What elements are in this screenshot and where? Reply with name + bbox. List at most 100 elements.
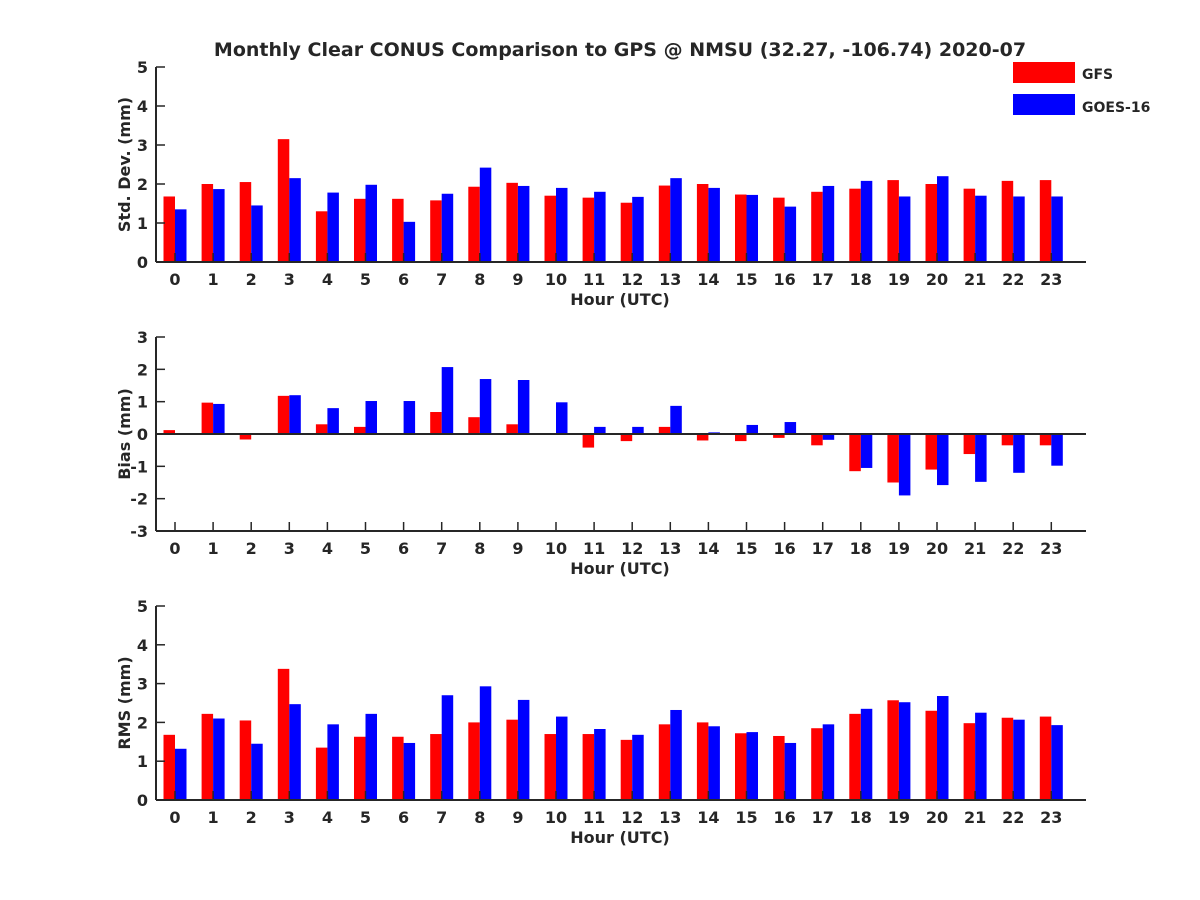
y-tick-label: 1 [137, 752, 148, 771]
bar-goes16-hour-4 [327, 408, 339, 434]
y-tick-label: 0 [137, 425, 148, 444]
bar-goes16-hour-12 [632, 196, 644, 262]
bar-goes16-hour-20 [937, 176, 949, 262]
bar-gfs-hour-18 [849, 188, 861, 262]
bar-gfs-hour-6 [392, 736, 404, 800]
y-axis-label-bias-mm: Bias (mm) [115, 388, 134, 480]
bar-gfs-hour-3 [277, 395, 290, 434]
bar-goes16-hour-3 [289, 395, 301, 434]
x-tick-label: 18 [850, 808, 872, 827]
bar-goes16-hour-19 [898, 434, 911, 496]
bar-goes16-hour-10 [556, 402, 568, 434]
bar-gfs-hour-8 [468, 722, 480, 800]
bar-gfs-hour-0 [163, 734, 175, 800]
x-tick-label: 3 [284, 270, 295, 289]
bar-goes16-hour-23 [1051, 434, 1063, 466]
bar-goes16-hour-8 [479, 167, 492, 262]
x-tick-label: 7 [436, 808, 447, 827]
legend-swatch-goes16 [1013, 94, 1075, 115]
y-axis-label-std-dev-mm: Std. Dev. (mm) [115, 97, 134, 232]
x-tick-label: 1 [208, 808, 219, 827]
bar-gfs-hour-22 [1001, 434, 1014, 446]
bar-gfs-hour-23 [1039, 434, 1052, 446]
legend: GFS GOES-16 [1013, 62, 1150, 116]
bar-goes16-hour-8 [479, 379, 492, 434]
bar-goes16-hour-14 [708, 726, 720, 800]
bar-goes16-hour-7 [441, 695, 454, 800]
x-tick-label: 18 [850, 270, 872, 289]
bar-gfs-hour-11 [582, 734, 595, 800]
x-tick-label: 8 [474, 270, 485, 289]
bar-gfs-hour-22 [1001, 717, 1014, 800]
bar-gfs-hour-0 [163, 196, 175, 262]
bar-gfs-hour-3 [277, 668, 290, 800]
bar-gfs-hour-4 [315, 424, 328, 434]
x-tick-label: 0 [169, 270, 180, 289]
x-axis-label: Hour (UTC) [570, 559, 670, 578]
bar-gfs-hour-21 [963, 723, 976, 800]
bar-gfs-hour-19 [887, 700, 899, 800]
bar-goes16-hour-9 [517, 380, 530, 434]
bar-goes16-hour-14 [708, 187, 720, 262]
x-tick-label: 3 [284, 539, 295, 558]
x-tick-label: 14 [697, 539, 719, 558]
bar-goes16-hour-4 [327, 192, 339, 262]
x-tick-label: 18 [850, 539, 872, 558]
bar-gfs-hour-5 [354, 736, 366, 800]
bar-goes16-hour-22 [1013, 719, 1025, 800]
x-tick-label: 23 [1040, 808, 1062, 827]
bar-gfs-hour-3 [277, 139, 290, 262]
x-tick-label: 22 [1002, 808, 1024, 827]
x-tick-label: 4 [322, 808, 333, 827]
bar-goes16-hour-2 [251, 743, 263, 800]
bar-goes16-hour-17 [822, 185, 835, 262]
bar-gfs-hour-9 [506, 424, 518, 434]
bar-goes16-hour-11 [594, 426, 606, 434]
bar-goes16-hour-18 [860, 708, 873, 800]
bar-goes16-hour-18 [860, 180, 873, 262]
bar-gfs-hour-11 [582, 197, 595, 262]
bar-gfs-hour-20 [925, 434, 937, 470]
bar-gfs-hour-19 [887, 434, 899, 483]
x-tick-label: 19 [888, 539, 910, 558]
x-tick-label: 21 [964, 808, 986, 827]
y-tick-label: 5 [137, 597, 148, 616]
x-tick-label: 6 [398, 270, 409, 289]
x-tick-label: 23 [1040, 539, 1062, 558]
bar-goes16-hour-0 [175, 748, 187, 800]
x-tick-label: 13 [659, 270, 681, 289]
bar-gfs-hour-12 [620, 434, 633, 442]
x-tick-label: 11 [583, 539, 605, 558]
x-tick-label: 4 [322, 539, 333, 558]
bar-goes16-hour-4 [327, 724, 339, 800]
x-tick-label: 9 [512, 539, 523, 558]
bar-goes16-hour-13 [670, 709, 682, 800]
x-tick-label: 5 [360, 808, 371, 827]
bar-gfs-hour-17 [811, 728, 823, 800]
x-tick-label: 2 [246, 270, 257, 289]
x-tick-label: 20 [926, 270, 948, 289]
bar-gfs-hour-4 [315, 747, 328, 800]
bar-goes16-hour-23 [1051, 196, 1063, 262]
x-tick-label: 19 [888, 270, 910, 289]
bar-gfs-hour-14 [696, 434, 709, 441]
y-tick-label: -2 [130, 490, 148, 509]
bar-gfs-hour-7 [430, 412, 442, 434]
bar-gfs-hour-20 [925, 184, 937, 262]
bar-goes16-hour-15 [746, 732, 758, 800]
bar-gfs-hour-7 [430, 200, 442, 262]
bar-gfs-hour-15 [735, 434, 747, 442]
x-tick-label: 21 [964, 270, 986, 289]
x-tick-label: 11 [583, 808, 605, 827]
x-tick-label: 9 [512, 808, 523, 827]
bar-gfs-hour-2 [239, 182, 252, 262]
x-tick-label: 16 [773, 808, 795, 827]
x-tick-label: 20 [926, 539, 948, 558]
x-tick-label: 13 [659, 539, 681, 558]
bar-goes16-hour-17 [822, 724, 835, 800]
x-tick-label: 12 [621, 808, 643, 827]
bar-goes16-hour-7 [441, 193, 454, 262]
x-tick-label: 21 [964, 539, 986, 558]
